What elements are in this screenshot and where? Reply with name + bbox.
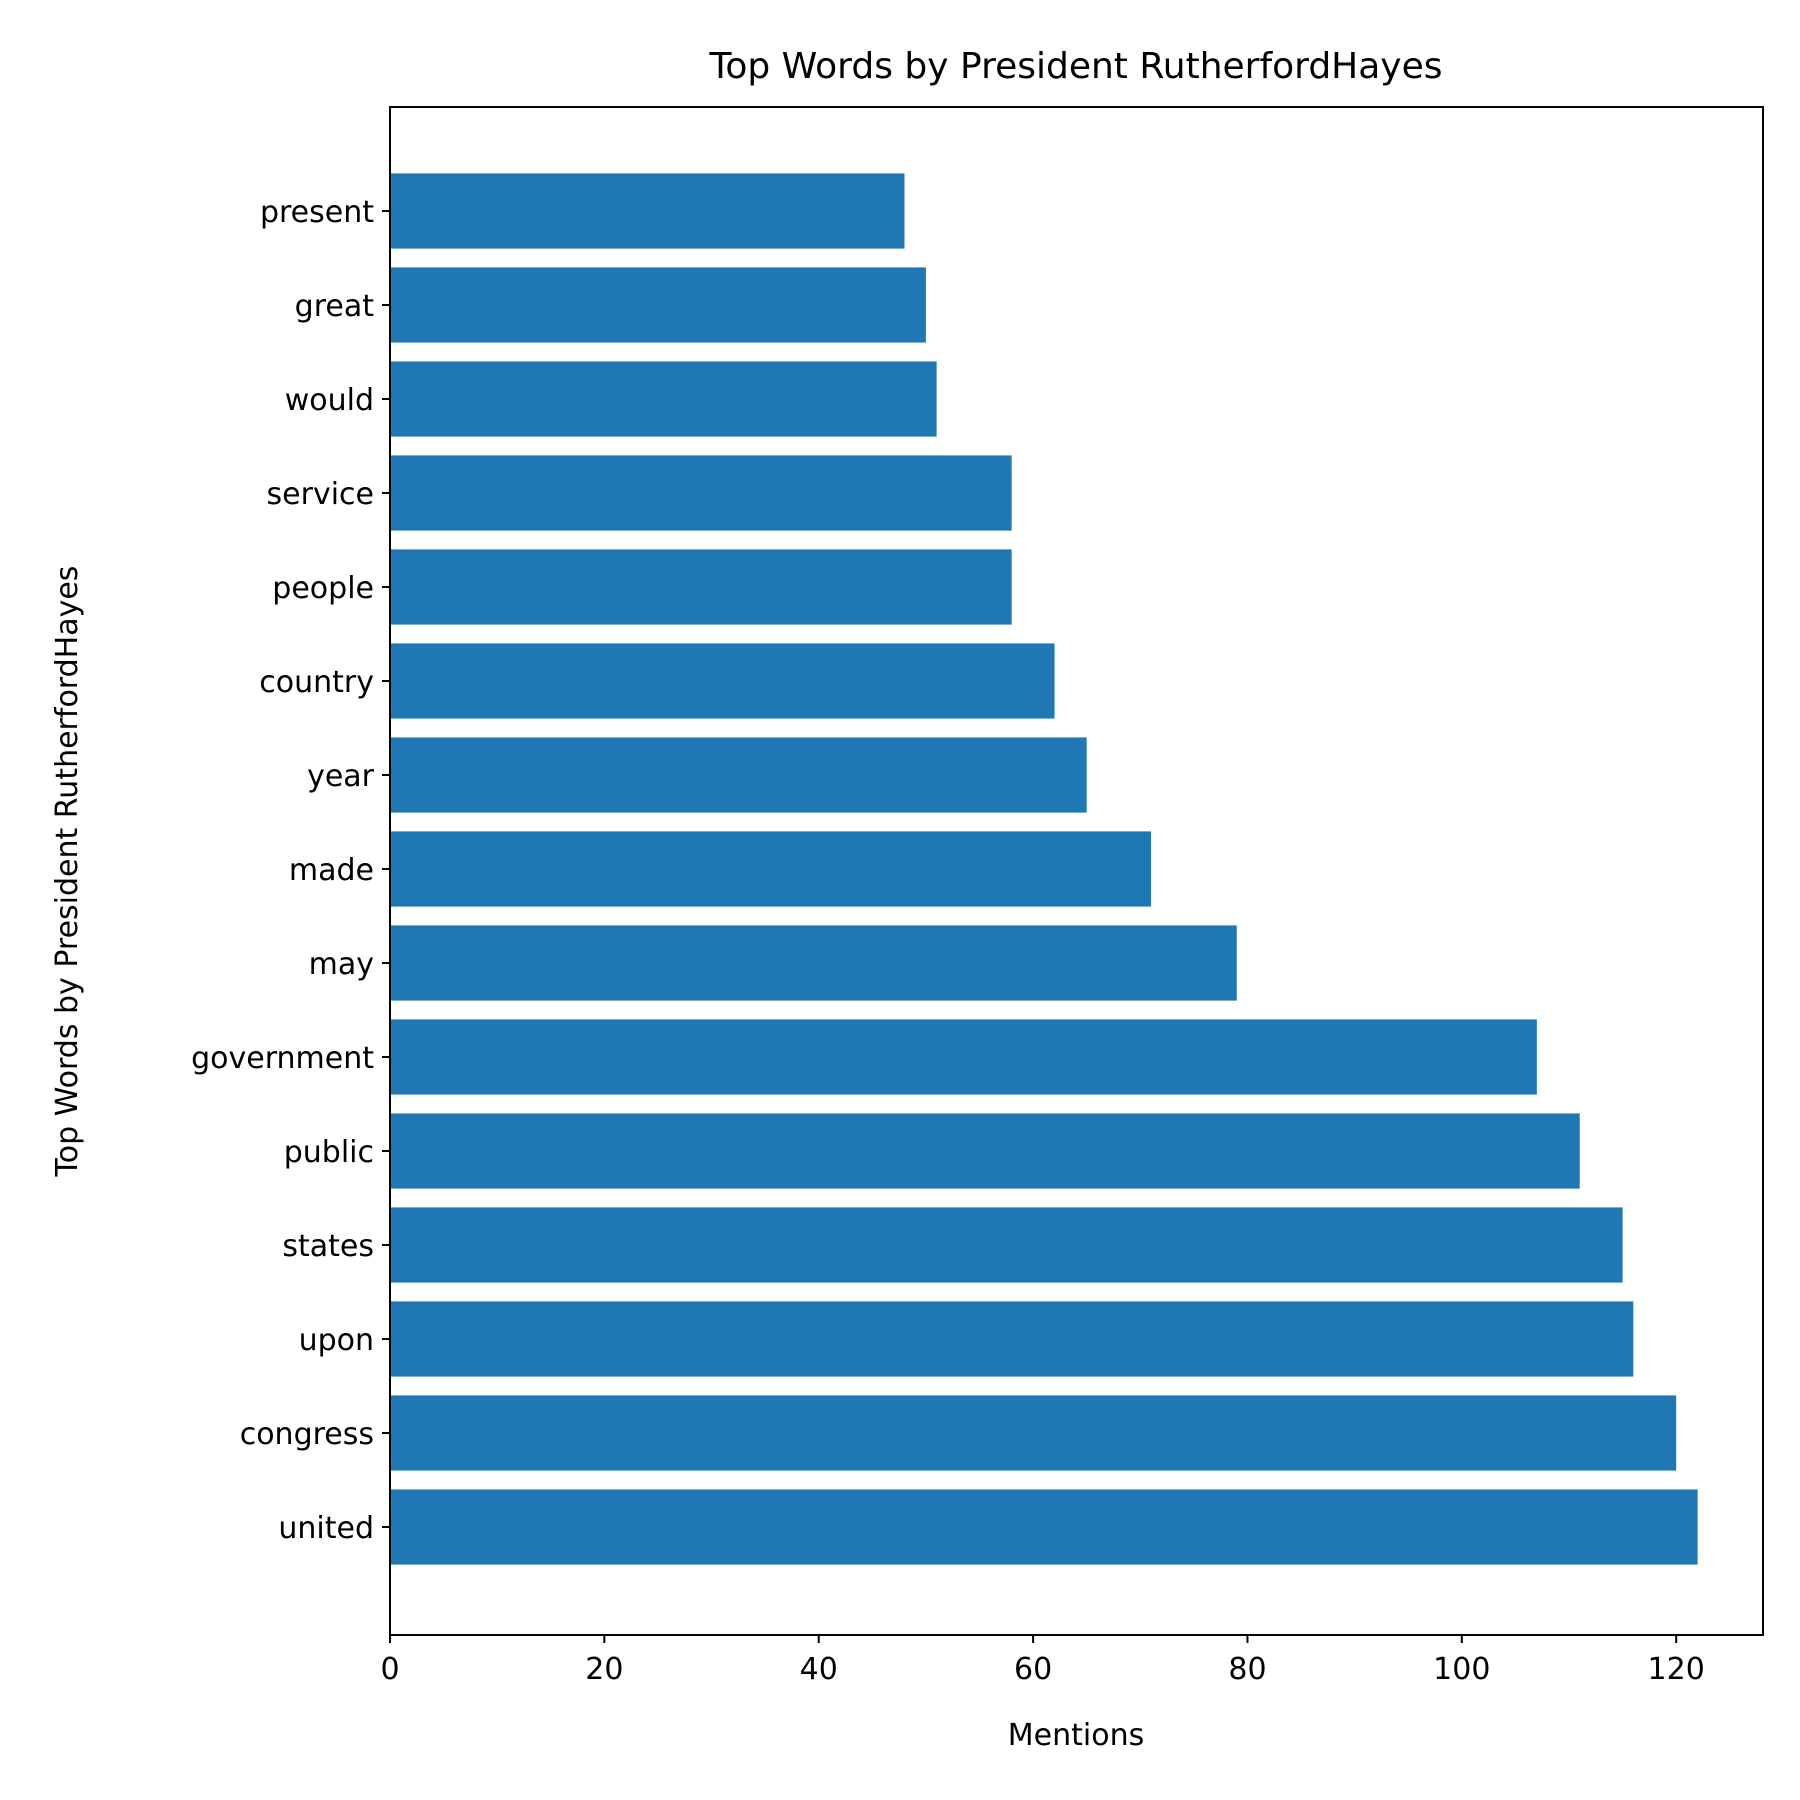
y-tick-label: present xyxy=(260,195,374,230)
x-axis-label: Mentions xyxy=(1008,1718,1144,1753)
x-tick-label: 20 xyxy=(585,1652,623,1687)
plot-frame xyxy=(389,106,1764,1636)
bar-country xyxy=(390,643,1055,719)
y-tick-label: public xyxy=(284,1135,374,1170)
bar-congress xyxy=(390,1395,1677,1471)
y-tick-label: upon xyxy=(299,1323,374,1358)
x-tick-label: 80 xyxy=(1228,1652,1266,1687)
x-axis-ticks: 0 20 40 60 80 100 120 xyxy=(380,1635,1705,1687)
bar-government xyxy=(390,1019,1537,1095)
y-tick-label: people xyxy=(272,571,374,606)
bars-group xyxy=(390,173,1698,1565)
y-tick-label: great xyxy=(295,289,375,324)
y-axis-label: Top Words by President RutherfordHayes xyxy=(50,566,85,1178)
y-tick-label: service xyxy=(267,477,374,512)
y-tick-label: would xyxy=(285,383,374,418)
y-axis-ticks: united congress upon states public government… xyxy=(191,195,390,1546)
y-tick-label: year xyxy=(307,759,375,794)
bar-may xyxy=(390,925,1237,1001)
bar-united xyxy=(390,1489,1698,1565)
x-tick-label: 0 xyxy=(380,1652,399,1687)
x-tick-label: 60 xyxy=(1014,1652,1052,1687)
bar-present xyxy=(390,173,905,249)
x-tick-label: 40 xyxy=(800,1652,838,1687)
bar-made xyxy=(390,831,1151,907)
bar-year xyxy=(390,737,1087,813)
bar-would xyxy=(390,361,937,437)
y-tick-label: states xyxy=(282,1229,374,1264)
y-tick-label: country xyxy=(259,665,374,700)
bar-states xyxy=(390,1207,1623,1283)
y-tick-label: congress xyxy=(240,1417,374,1452)
bar-upon xyxy=(390,1301,1634,1377)
y-tick-label: united xyxy=(278,1511,374,1546)
x-tick-label: 120 xyxy=(1648,1652,1705,1687)
y-tick-label: made xyxy=(289,853,374,888)
bar-service xyxy=(390,455,1012,531)
x-tick-label: 100 xyxy=(1433,1652,1490,1687)
bar-public xyxy=(390,1113,1580,1189)
bar-people xyxy=(390,549,1012,625)
y-tick-label: government xyxy=(191,1041,374,1076)
y-tick-label: may xyxy=(309,947,374,982)
bar-great xyxy=(390,267,926,343)
chart-title: Top Words by President RutherfordHayes xyxy=(708,46,1442,87)
